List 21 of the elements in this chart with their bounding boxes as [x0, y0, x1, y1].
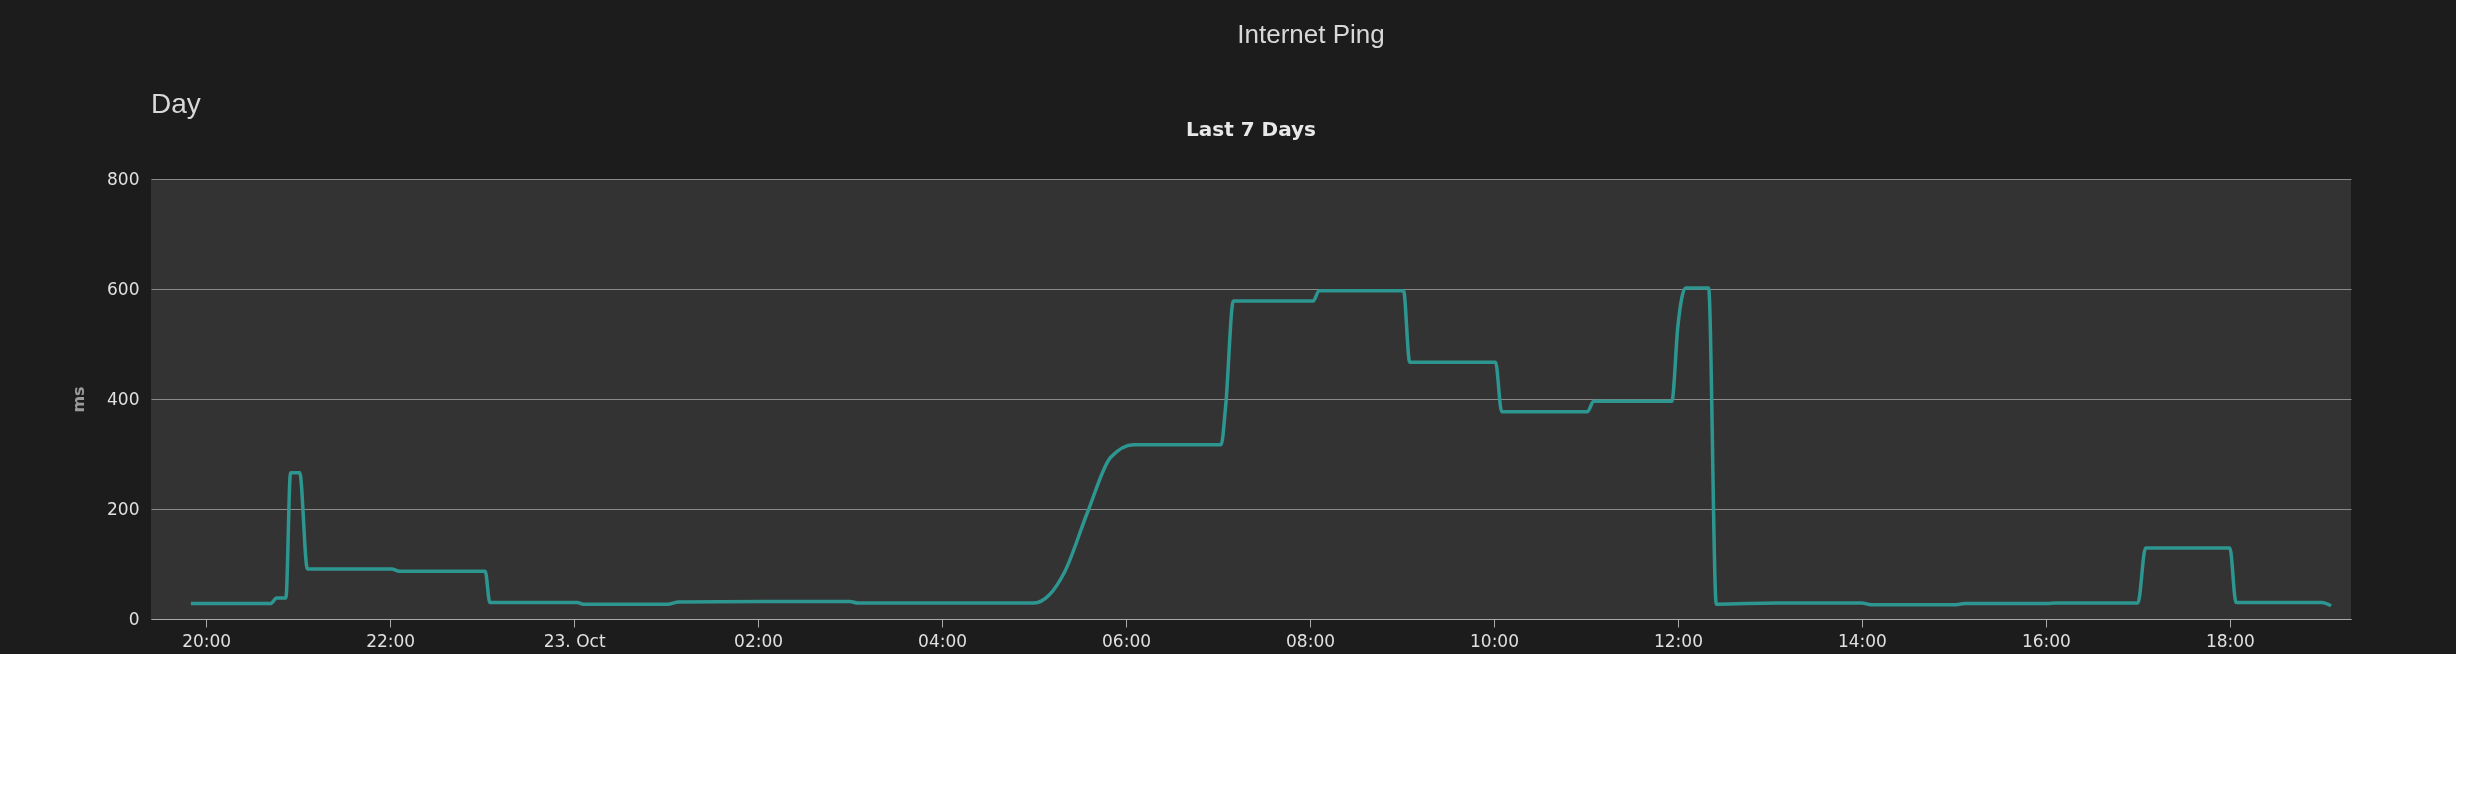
x-tick-label: 06:00: [1102, 630, 1152, 651]
y-tick-label: 600: [107, 278, 140, 299]
x-tick-label: 22:00: [366, 630, 416, 651]
x-tick-label: 20:00: [182, 630, 232, 651]
y-tick-label: 400: [107, 388, 140, 409]
chart-title: Last 7 Days: [1186, 117, 1316, 141]
x-tick-label: 04:00: [918, 630, 968, 651]
y-tick-label: 200: [107, 498, 140, 519]
y-tick-label: 0: [128, 608, 140, 629]
text: Day: [151, 88, 201, 119]
x-tick-label: 18:00: [2205, 630, 2255, 651]
x-tick-label: 16:00: [2021, 630, 2071, 651]
y-tick-label: 800: [107, 168, 140, 189]
x-tick-label: 12:00: [1653, 630, 1703, 651]
x-tick-label: 14:00: [1837, 630, 1887, 651]
text: Internet Ping: [1237, 19, 1385, 49]
x-tick-label: 10:00: [1470, 630, 1519, 651]
y-axis-title: ms: [69, 386, 89, 413]
x-tick-label: 23. Oct: [543, 630, 606, 651]
x-tick-label: 08:00: [1286, 630, 1336, 651]
x-tick-label: 02:00: [734, 630, 784, 651]
